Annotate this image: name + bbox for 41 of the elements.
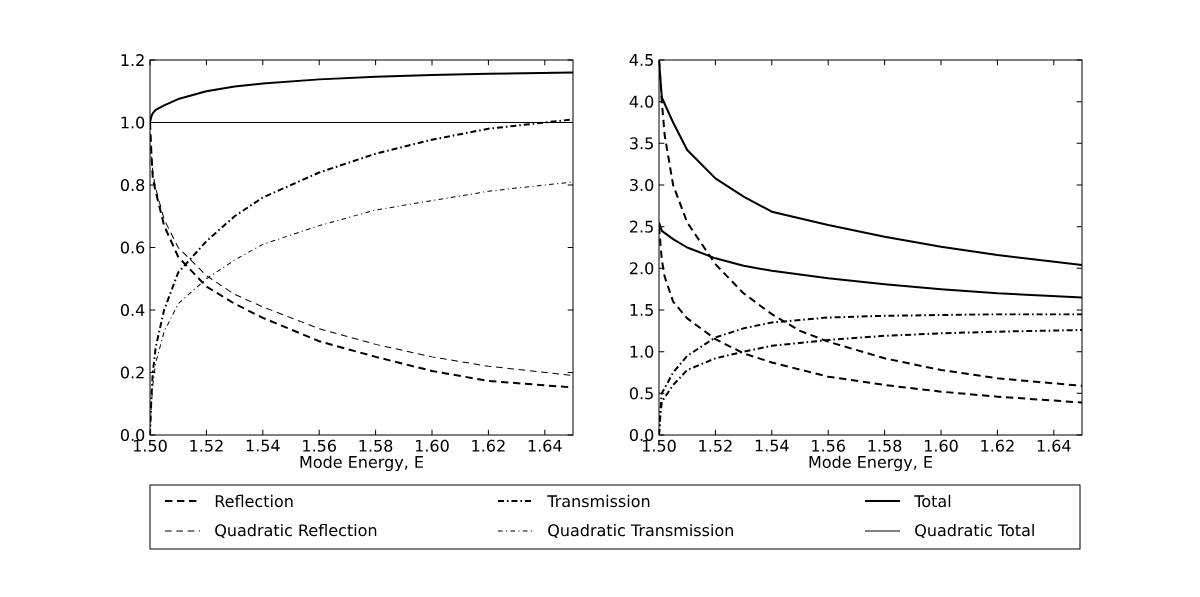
x-tick-label: 1.56	[303, 439, 337, 452]
legend-label: Transmission	[547, 494, 650, 508]
y-tick-label: 4.5	[629, 54, 653, 66]
y-tick-label: 0.6	[120, 241, 145, 254]
x-tick-label: 1.62	[981, 439, 1014, 452]
x-tick-label: 1.64	[1037, 439, 1071, 452]
y-tick-label: 0.8	[120, 178, 145, 192]
x-tick-label: 1.52	[699, 439, 732, 452]
legend-label: Quadratic Total	[915, 523, 1034, 539]
y-tick-label: 3.0	[630, 178, 654, 192]
x-tick-label: 1.58	[868, 439, 902, 452]
x-axis-title: Mode Energy, E	[809, 455, 932, 472]
x-tick-label: 1.54	[755, 439, 789, 452]
x-tick-label: 1.58	[359, 439, 393, 452]
x-tick-label: 1.64	[528, 439, 562, 452]
x-tick-label: 1.60	[924, 439, 958, 452]
legend-label: Total	[914, 494, 951, 508]
y-tick-label: 0.4	[120, 303, 145, 317]
legend-label: Quadratic Transmission	[548, 523, 733, 539]
x-tick-label: 1.54	[246, 439, 280, 452]
y-tick-label: 0.0	[629, 428, 654, 442]
legend-label: Reflection	[215, 494, 293, 508]
y-tick-label: 1.2	[121, 54, 144, 66]
x-tick-label: 1.62	[472, 439, 505, 452]
y-tick-label: 0.0	[120, 428, 145, 442]
y-tick-label: 4.0	[629, 95, 654, 108]
y-tick-label: 0.2	[120, 366, 144, 379]
y-tick-label: 1.0	[121, 116, 145, 129]
y-tick-label: 2.5	[630, 220, 653, 233]
x-tick-label: 1.60	[415, 439, 449, 452]
x-tick-label: 1.50	[133, 439, 167, 452]
y-tick-label: 1.5	[630, 304, 653, 316]
y-tick-label: 3.5	[630, 137, 653, 150]
y-tick-label: 0.5	[629, 387, 653, 400]
y-tick-label: 2.0	[630, 262, 654, 275]
x-tick-label: 1.56	[812, 439, 846, 452]
x-tick-label: 1.50	[642, 439, 676, 452]
legend-label: Quadratic Reflection	[215, 523, 377, 539]
x-axis-title: Mode Energy, E	[300, 455, 423, 472]
y-tick-label: 1.0	[630, 345, 654, 358]
x-tick-label: 1.52	[190, 439, 223, 452]
